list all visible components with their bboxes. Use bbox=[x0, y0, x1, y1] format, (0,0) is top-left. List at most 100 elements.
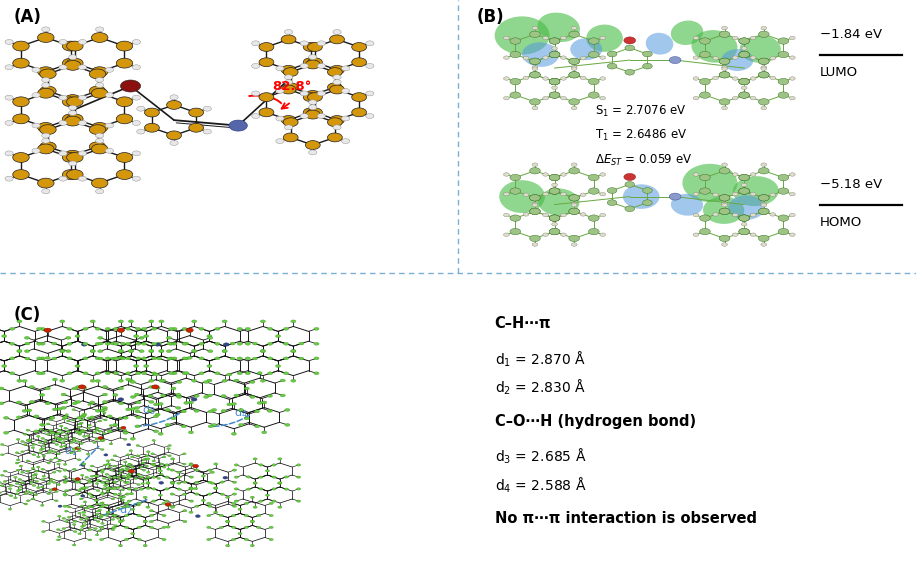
Circle shape bbox=[257, 401, 262, 404]
Circle shape bbox=[532, 26, 538, 30]
Circle shape bbox=[101, 522, 104, 525]
Circle shape bbox=[143, 520, 147, 523]
Circle shape bbox=[5, 95, 13, 100]
Circle shape bbox=[75, 493, 80, 495]
Circle shape bbox=[328, 68, 343, 77]
Circle shape bbox=[58, 536, 61, 538]
Circle shape bbox=[67, 328, 72, 330]
Circle shape bbox=[9, 495, 13, 497]
Circle shape bbox=[38, 88, 54, 98]
Circle shape bbox=[147, 409, 153, 412]
Circle shape bbox=[259, 93, 274, 101]
Circle shape bbox=[127, 476, 131, 479]
Circle shape bbox=[246, 476, 251, 478]
Circle shape bbox=[18, 489, 21, 491]
Circle shape bbox=[21, 451, 24, 453]
Ellipse shape bbox=[722, 49, 753, 71]
Circle shape bbox=[92, 67, 108, 77]
Circle shape bbox=[550, 78, 560, 85]
Circle shape bbox=[182, 342, 187, 345]
Circle shape bbox=[259, 476, 263, 479]
Circle shape bbox=[94, 475, 98, 477]
Circle shape bbox=[189, 108, 203, 117]
Circle shape bbox=[9, 357, 15, 360]
Circle shape bbox=[38, 123, 54, 132]
Circle shape bbox=[550, 78, 560, 85]
Circle shape bbox=[5, 151, 13, 156]
Circle shape bbox=[139, 476, 143, 479]
Circle shape bbox=[19, 465, 23, 467]
Circle shape bbox=[41, 83, 49, 87]
Circle shape bbox=[70, 441, 73, 444]
Circle shape bbox=[233, 481, 236, 484]
Circle shape bbox=[790, 233, 795, 236]
Circle shape bbox=[365, 91, 374, 96]
Circle shape bbox=[105, 93, 114, 97]
Circle shape bbox=[88, 529, 92, 530]
Circle shape bbox=[141, 462, 145, 464]
Circle shape bbox=[232, 432, 236, 435]
Circle shape bbox=[136, 106, 145, 111]
Circle shape bbox=[232, 502, 235, 504]
Circle shape bbox=[125, 481, 129, 484]
Circle shape bbox=[72, 524, 76, 525]
Circle shape bbox=[95, 372, 101, 375]
Circle shape bbox=[769, 193, 776, 196]
Circle shape bbox=[330, 65, 344, 74]
Circle shape bbox=[106, 487, 111, 489]
Text: (A): (A) bbox=[14, 8, 41, 26]
Circle shape bbox=[314, 372, 319, 375]
Circle shape bbox=[272, 464, 276, 466]
Circle shape bbox=[145, 465, 148, 467]
Circle shape bbox=[299, 357, 304, 360]
Circle shape bbox=[61, 406, 66, 409]
Circle shape bbox=[63, 469, 67, 471]
Circle shape bbox=[60, 425, 63, 427]
Circle shape bbox=[297, 488, 300, 490]
Circle shape bbox=[561, 213, 566, 217]
Circle shape bbox=[739, 175, 749, 181]
Circle shape bbox=[155, 413, 160, 416]
Circle shape bbox=[732, 233, 738, 236]
Circle shape bbox=[722, 243, 727, 246]
Circle shape bbox=[778, 175, 789, 181]
Circle shape bbox=[184, 342, 189, 345]
Circle shape bbox=[305, 60, 321, 69]
Circle shape bbox=[250, 520, 255, 523]
Circle shape bbox=[152, 488, 156, 490]
Circle shape bbox=[104, 419, 107, 421]
Circle shape bbox=[13, 169, 29, 180]
Circle shape bbox=[40, 357, 45, 360]
Circle shape bbox=[169, 328, 174, 330]
Circle shape bbox=[60, 350, 65, 352]
Circle shape bbox=[267, 395, 272, 397]
Circle shape bbox=[290, 350, 296, 352]
Circle shape bbox=[64, 150, 81, 160]
Circle shape bbox=[121, 80, 141, 92]
Circle shape bbox=[165, 500, 169, 502]
Circle shape bbox=[722, 106, 727, 110]
Circle shape bbox=[561, 233, 566, 236]
Circle shape bbox=[81, 464, 85, 466]
Circle shape bbox=[165, 503, 171, 506]
Circle shape bbox=[159, 463, 163, 465]
Circle shape bbox=[155, 343, 160, 346]
Circle shape bbox=[2, 334, 6, 338]
Circle shape bbox=[41, 479, 44, 480]
Circle shape bbox=[134, 477, 137, 479]
Circle shape bbox=[90, 379, 95, 382]
Circle shape bbox=[101, 493, 104, 495]
Circle shape bbox=[38, 33, 54, 42]
Circle shape bbox=[283, 133, 298, 142]
Circle shape bbox=[177, 488, 181, 490]
Circle shape bbox=[45, 356, 50, 359]
Circle shape bbox=[569, 168, 580, 174]
Circle shape bbox=[259, 108, 274, 117]
Circle shape bbox=[741, 222, 747, 226]
Circle shape bbox=[162, 538, 166, 540]
Circle shape bbox=[9, 485, 13, 486]
Circle shape bbox=[89, 142, 105, 151]
Circle shape bbox=[82, 463, 86, 465]
Circle shape bbox=[253, 342, 257, 345]
Circle shape bbox=[136, 401, 141, 404]
